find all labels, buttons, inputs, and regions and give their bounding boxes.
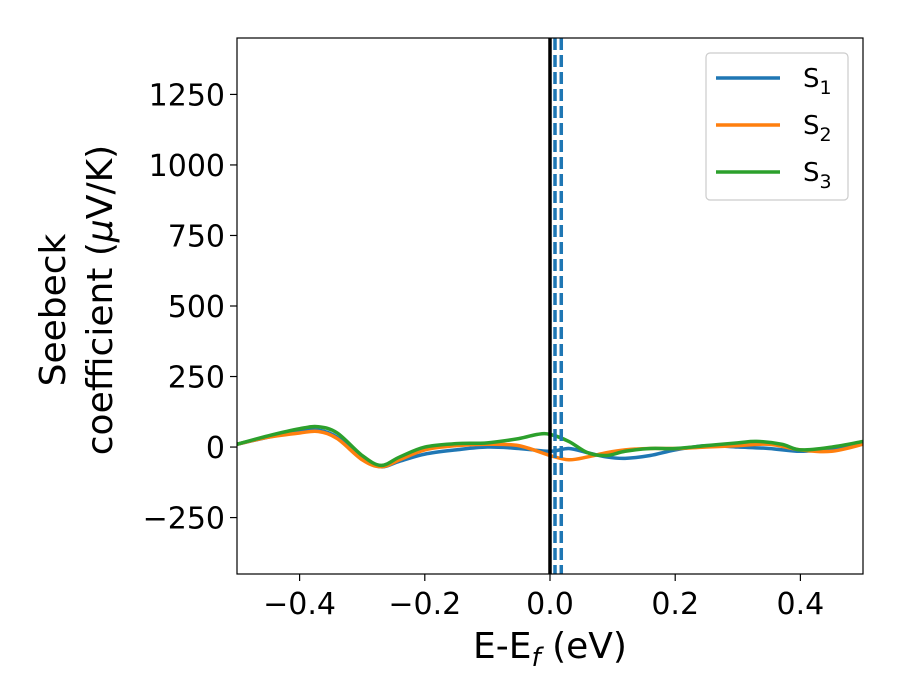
y-axis-label-text: coefficient (	[80, 242, 121, 455]
y-axis-label-unit: V/K)	[80, 145, 121, 219]
y-axis-label-mu: μ	[80, 219, 121, 243]
y-tick-label: 1000	[149, 149, 225, 184]
legend-label-s2: S2	[803, 111, 832, 146]
y-axis-label-line2: coefficient (μV/K)	[80, 145, 121, 455]
legend-label-subscript: 2	[820, 124, 832, 146]
x-tick-label: 0.4	[777, 587, 825, 622]
legend-label-subscript: 1	[820, 77, 832, 99]
y-axis-label-line1: Seebeck	[33, 233, 74, 386]
legend-label-subscript: 3	[820, 171, 832, 193]
x-tick-label: −0.2	[388, 587, 461, 622]
y-axis-ticks: −250 0 250 500 750 1000 1250	[143, 78, 237, 537]
x-tick-label: 0.0	[526, 587, 574, 622]
y-tick-label: 250	[168, 361, 225, 396]
plot-layer	[237, 38, 863, 574]
x-axis-ticks: −0.4 −0.2 0.0 0.2 0.4	[263, 574, 824, 622]
y-tick-label: −250	[143, 502, 225, 537]
x-axis-label-main: E-E	[473, 626, 531, 667]
legend-label-s3: S3	[803, 158, 832, 193]
x-tick-label: −0.4	[263, 587, 336, 622]
legend-label-main: S	[803, 64, 820, 94]
x-tick-label: 0.2	[651, 587, 699, 622]
x-axis-label: E-Ef (eV)	[473, 626, 627, 673]
y-tick-label: 500	[168, 290, 225, 325]
legend-label-main: S	[803, 158, 820, 188]
y-tick-label: 750	[168, 219, 225, 254]
x-axis-label-unit: (eV)	[541, 626, 627, 667]
legend-label-main: S	[803, 111, 820, 141]
y-tick-label: 1250	[149, 78, 225, 113]
y-tick-label: 0	[206, 431, 225, 466]
legend-label-s1: S1	[803, 64, 832, 99]
